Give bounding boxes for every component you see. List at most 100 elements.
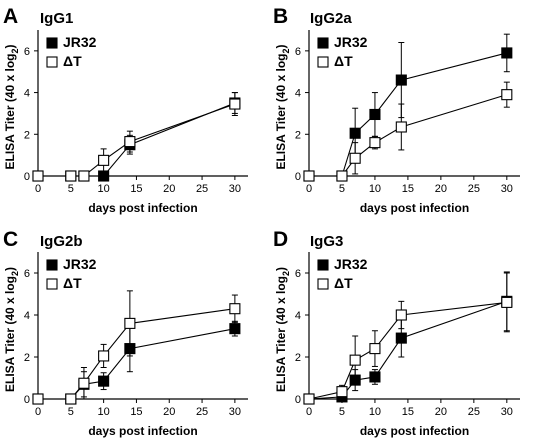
- x-tick-label: 25: [196, 183, 208, 195]
- y-tick-label: 6: [24, 46, 30, 58]
- data-point-open-square: [229, 303, 241, 315]
- legend-label: JR32: [334, 256, 368, 272]
- legend-marker-open-square: [46, 56, 58, 68]
- x-tick-label: 20: [163, 406, 175, 418]
- data-point-open-square: [124, 136, 136, 148]
- x-tick-label: 25: [196, 406, 208, 418]
- data-point-filled-square: [349, 127, 361, 139]
- x-tick-label: 0: [306, 406, 312, 418]
- x-tick-label: 0: [35, 183, 41, 195]
- x-tick-label: 0: [35, 406, 41, 418]
- x-tick-label: 30: [229, 183, 241, 195]
- legend-marker-filled-square: [317, 259, 329, 271]
- legend-label: JR32: [334, 34, 368, 50]
- panel-c: C IgG2b 0 5 10 15 20 25 30 0 2 4 6 days post infectio…: [3, 228, 248, 438]
- series-line: [308, 301, 507, 400]
- y-tick-label: 4: [24, 88, 30, 100]
- x-tick-label: 30: [501, 406, 513, 418]
- legend-marker-open-square: [317, 56, 329, 68]
- y-tick-label: 4: [295, 88, 301, 100]
- x-tick-label: 10: [369, 406, 381, 418]
- y-tick-label: 2: [295, 129, 301, 141]
- series-jr32: [32, 320, 241, 405]
- data-point-filled-square: [229, 323, 241, 335]
- series-delta-t: [32, 290, 241, 405]
- data-point-open-square: [32, 170, 44, 182]
- data-point-filled-square: [98, 375, 110, 387]
- y-tick-label: 4: [24, 310, 30, 322]
- series-delta-t: [303, 272, 513, 405]
- y-tick-label: 2: [295, 352, 301, 364]
- panel-title: IgG1: [40, 10, 73, 27]
- panel-title: IgG2a: [310, 10, 352, 27]
- data-point-open-square: [78, 170, 90, 182]
- data-point-open-square: [336, 386, 348, 398]
- x-tick-label: 10: [98, 406, 110, 418]
- series-line: [38, 103, 236, 177]
- legend-marker-open-square: [317, 278, 329, 290]
- series-line: [309, 52, 507, 177]
- data-point-open-square: [336, 170, 348, 182]
- legend-label: ΔT: [334, 53, 353, 69]
- data-point-open-square: [98, 154, 110, 166]
- x-tick-label: 5: [339, 183, 345, 195]
- data-point-open-square: [369, 137, 381, 149]
- data-point-filled-square: [395, 332, 407, 344]
- data-point-open-square: [124, 317, 136, 329]
- x-tick-label: 5: [68, 183, 74, 195]
- x-tick-label: 5: [68, 406, 74, 418]
- x-tick-label: 15: [130, 406, 142, 418]
- data-point-filled-square: [98, 170, 110, 182]
- series-line: [38, 308, 235, 400]
- x-axis-title: days post infection: [360, 201, 469, 215]
- data-point-open-square: [395, 121, 407, 133]
- x-tick-label: 15: [130, 183, 142, 195]
- x-axis-title: days post infection: [88, 201, 197, 215]
- panel-a: A IgG1 0 5 10 15 20 25 30 0 2 4 6 days post infection…: [3, 5, 248, 215]
- legend-label: JR32: [63, 256, 97, 272]
- y-tick-label: 2: [24, 129, 30, 141]
- data-point-open-square: [349, 354, 361, 366]
- x-tick-label: 15: [402, 183, 414, 195]
- legend-marker-filled-square: [46, 37, 58, 49]
- x-tick-label: 10: [369, 183, 381, 195]
- legend-marker-filled-square: [46, 259, 58, 271]
- x-tick-label: 5: [339, 406, 345, 418]
- x-tick-label: 20: [435, 183, 447, 195]
- y-axis-title: ELISA Titer (40 x log2): [274, 267, 291, 392]
- y-axis-title: ELISA Titer (40 x log2): [274, 44, 291, 169]
- x-tick-label: 30: [229, 406, 241, 418]
- series-line: [38, 328, 235, 400]
- panel-b: B IgG2a 0 5 10 15 20 25 30 0 2 4 6 days post infectio…: [273, 5, 520, 215]
- legend-label: JR32: [63, 34, 97, 50]
- x-tick-label: 25: [468, 406, 480, 418]
- x-axis-title: days post infection: [88, 424, 197, 438]
- x-tick-label: 15: [402, 406, 414, 418]
- data-point-open-square: [78, 377, 90, 389]
- data-point-open-square: [32, 393, 44, 405]
- data-point-open-square: [229, 98, 241, 110]
- data-point-open-square: [303, 393, 315, 405]
- x-tick-label: 20: [435, 406, 447, 418]
- y-tick-label: 2: [24, 352, 30, 364]
- legend-marker-filled-square: [317, 37, 329, 49]
- series-jr32: [32, 92, 241, 182]
- y-tick-label: 6: [295, 268, 301, 280]
- y-tick-label: 0: [24, 394, 30, 406]
- y-tick-label: 0: [295, 171, 301, 183]
- data-point-open-square: [65, 393, 77, 405]
- panel-letter: B: [273, 5, 288, 28]
- x-tick-label: 20: [163, 183, 175, 195]
- data-point-filled-square: [395, 74, 407, 86]
- x-tick-label: 30: [501, 183, 513, 195]
- x-tick-label: 10: [98, 183, 110, 195]
- data-point-open-square: [349, 152, 361, 164]
- x-tick-label: 25: [468, 183, 480, 195]
- panel-d: D IgG3 0 5 10 15 20 25 30 0 2 4 6 days post infection…: [273, 228, 520, 438]
- data-point-open-square: [369, 343, 381, 355]
- data-point-open-square: [303, 170, 315, 182]
- x-tick-label: 0: [306, 183, 312, 195]
- data-point-open-square: [501, 296, 513, 308]
- series-delta-t: [32, 92, 241, 182]
